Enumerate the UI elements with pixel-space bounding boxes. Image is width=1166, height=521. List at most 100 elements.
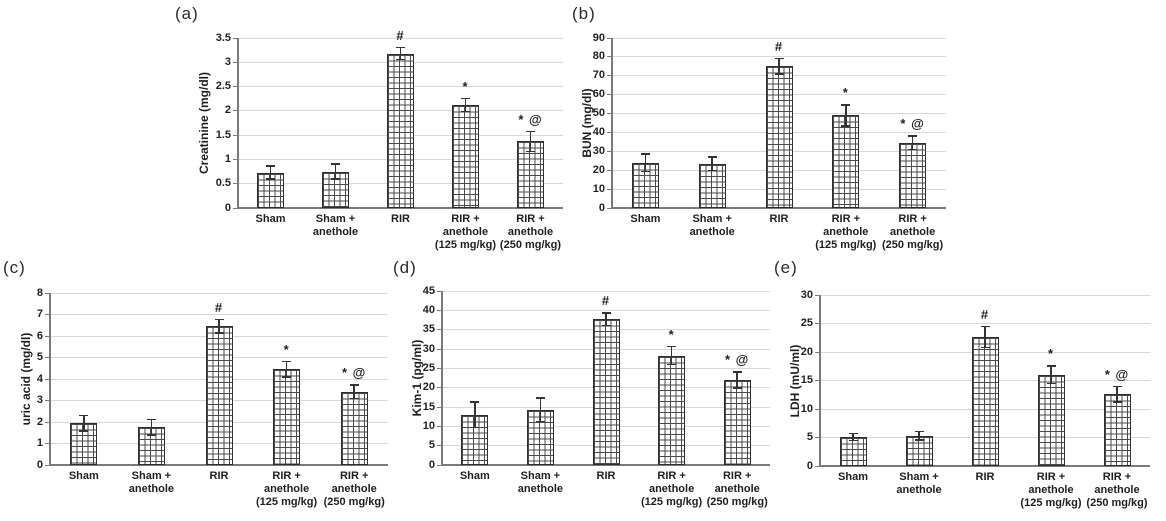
x-category-label-line: RIR +: [657, 470, 686, 482]
significance-annotation: #: [396, 27, 405, 43]
x-category-label-line: anethole: [889, 226, 936, 238]
x-category-label: RIR: [357, 213, 445, 226]
x-category-label-line: Sham +: [131, 470, 172, 482]
x-category-label: Sham + anethole: [107, 470, 195, 496]
y-tick-label: 8: [36, 286, 43, 299]
x-category-label-line: RIR: [975, 471, 995, 483]
error-bar-top-cap: [774, 57, 784, 60]
error-bar-bottom-cap: [282, 376, 292, 378]
x-category-label-line: RIR +: [516, 213, 545, 225]
x-category-label: RIR: [175, 470, 263, 483]
y-tick-label: 30: [422, 342, 435, 355]
y-tick-label: 20: [592, 163, 605, 176]
x-category-label: RIR: [562, 470, 650, 483]
error-bar: [334, 164, 337, 179]
panel-letter: (d): [393, 258, 417, 277]
error-bar-top-cap: [79, 414, 89, 417]
y-tick-mark: [607, 131, 611, 133]
y-tick-label: 15: [800, 374, 813, 386]
y-tick-label: 3.5: [215, 31, 231, 44]
error-bar-bottom-cap: [914, 439, 924, 441]
y-tick-label: 25: [422, 361, 435, 374]
y-tick-label: 5: [36, 351, 43, 363]
x-category-label-line: (250 mg/kg): [1086, 497, 1148, 509]
y-tick-label: 5: [428, 439, 435, 452]
error-bar: [918, 431, 920, 440]
y-tick-mark: [45, 464, 49, 466]
y-tick-label: 6: [36, 329, 43, 342]
error-bar-top-cap: [1046, 365, 1056, 367]
bar: [205, 326, 233, 465]
y-tick-mark: [437, 329, 441, 331]
bar: [340, 391, 368, 465]
x-category-label-line: (250 mg/kg): [882, 239, 944, 251]
error-bar: [269, 166, 272, 179]
y-tick-mark: [45, 292, 49, 294]
y-tick-mark: [437, 367, 441, 369]
y-tick-mark: [45, 443, 49, 444]
bar: [723, 379, 751, 465]
y-tick-label: 30: [592, 144, 605, 157]
y-tick-mark: [607, 169, 611, 171]
error-bar-bottom-cap: [841, 125, 851, 127]
error-bar: [1116, 386, 1118, 402]
x-category-label: Sham: [431, 470, 519, 483]
error-bar-top-cap: [396, 46, 405, 49]
y-tick-mark: [607, 150, 611, 152]
y-tick-mark: [607, 113, 611, 115]
error-bar-bottom-cap: [848, 439, 858, 442]
significance-annotation: *: [283, 341, 290, 357]
y-tick-label: 45: [422, 284, 435, 297]
error-bar: [529, 131, 532, 152]
x-category-label: Sham: [809, 471, 897, 484]
y-tick-mark: [233, 183, 237, 185]
y-tick-mark: [437, 290, 441, 292]
error-bar-top-cap: [980, 325, 990, 328]
y-tick-mark: [437, 464, 441, 466]
panel-letter: (e): [774, 258, 798, 277]
bar: [592, 319, 620, 465]
error-bar-bottom-cap: [774, 73, 784, 75]
y-tick-label: 10: [422, 419, 435, 432]
x-category-label-line: (250 mg/kg): [499, 239, 562, 251]
x-category-label-line: Sham: [68, 470, 99, 482]
y-tick-label: 0.5: [215, 177, 231, 190]
error-bar-bottom-cap: [640, 170, 650, 173]
error-bar: [474, 402, 476, 428]
x-category-label-line: anethole: [1094, 484, 1140, 496]
x-axis-line: [819, 465, 1150, 467]
gridline: [820, 323, 1150, 324]
y-tick-label: 40: [422, 303, 435, 316]
x-category-label-line: RIR +: [339, 470, 369, 482]
error-bar-top-cap: [1112, 385, 1122, 388]
x-category-label-line: (125 mg/kg): [434, 239, 497, 251]
bar: [832, 115, 860, 208]
x-category-label-line: anethole: [1028, 484, 1074, 496]
error-bar-top-cap: [640, 153, 650, 155]
x-category-label-line: RIR: [769, 213, 789, 225]
gridline: [50, 292, 388, 294]
error-bar-bottom-cap: [461, 110, 470, 113]
y-tick-label: 60: [592, 88, 605, 101]
y-tick-label: 90: [592, 31, 605, 44]
error-bar-top-cap: [214, 318, 224, 321]
y-tick-label: 25: [800, 317, 813, 329]
y-tick-mark: [233, 110, 237, 112]
y-tick-mark: [45, 378, 49, 380]
y-tick-mark: [45, 357, 49, 358]
error-bar: [399, 47, 402, 60]
error-bar-bottom-cap: [79, 430, 89, 432]
bar: [1103, 394, 1131, 466]
x-category-label-line: (125 mg/kg): [641, 496, 703, 508]
y-tick-mark: [815, 380, 819, 381]
x-category-label-line: (125 mg/kg): [815, 239, 877, 251]
x-category-label-line: Sham: [459, 470, 490, 482]
error-bar-top-cap: [601, 312, 611, 314]
error-bar-top-cap: [707, 156, 717, 158]
x-category-label-line: anethole: [312, 226, 359, 238]
x-category-label-line: RIR +: [898, 213, 927, 225]
error-bar: [218, 319, 220, 333]
x-category-label: Sham + anethole: [496, 470, 584, 496]
bar: [1037, 374, 1065, 466]
